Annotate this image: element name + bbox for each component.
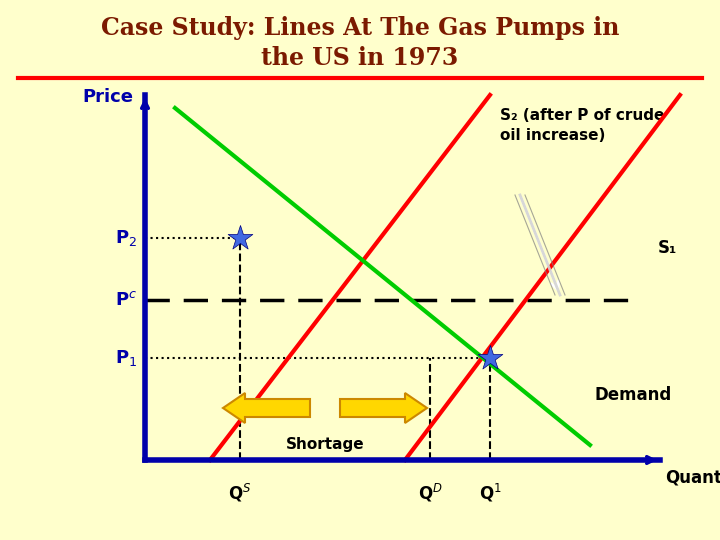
Point [234,234,246,242]
Text: Q$^S$: Q$^S$ [228,482,252,504]
Text: S₁: S₁ [658,239,678,257]
FancyArrow shape [223,393,310,423]
Text: Q$^1$: Q$^1$ [479,482,501,504]
Text: P$^c$: P$^c$ [115,291,137,309]
Text: P$_2$: P$_2$ [115,228,137,248]
Text: Shortage: Shortage [286,437,364,453]
Text: oil increase): oil increase) [500,128,606,143]
Text: Price: Price [82,88,133,106]
Text: Demand: Demand [595,386,672,404]
Text: Case Study: Lines At The Gas Pumps in: Case Study: Lines At The Gas Pumps in [101,16,619,40]
FancyArrow shape [340,393,427,423]
Text: the US in 1973: the US in 1973 [261,46,459,70]
Text: S₂ (after P of crude: S₂ (after P of crude [500,108,665,123]
Text: P$_1$: P$_1$ [114,348,137,368]
Text: Quantity: Quantity [665,469,720,487]
Text: Q$^D$: Q$^D$ [418,482,442,504]
Point [485,354,496,362]
